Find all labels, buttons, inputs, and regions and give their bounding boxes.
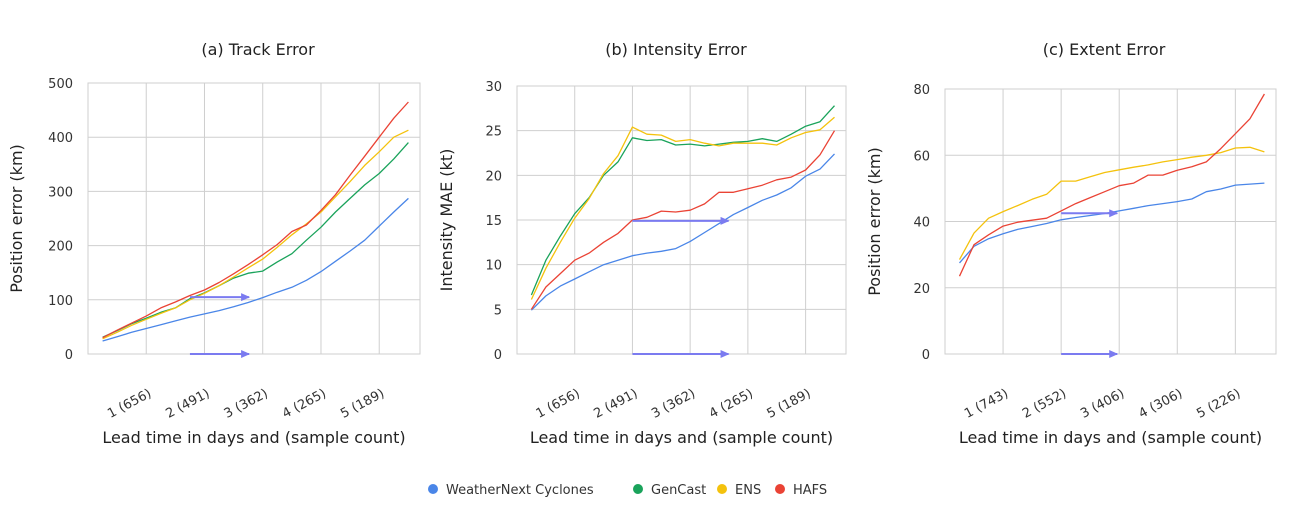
- legend-label: ENS: [735, 483, 761, 498]
- y-tick-label: 15: [485, 214, 502, 229]
- legend-swatch: [428, 484, 438, 494]
- chart-title: (c) Extent Error: [1043, 40, 1166, 59]
- y-tick-label: 0: [65, 348, 73, 363]
- x-axis-label: Lead time in days and (sample count): [959, 428, 1262, 447]
- y-tick-label: 5: [494, 303, 502, 318]
- x-tick-label: 1 (743): [962, 386, 1011, 421]
- y-tick-label: 20: [485, 169, 502, 184]
- plot-frame: [87, 82, 421, 355]
- x-tick-label: 2 (552): [1020, 386, 1069, 421]
- legend-label: WeatherNext Cyclones: [446, 483, 594, 498]
- x-tick-label: 2 (491): [591, 386, 640, 421]
- series-line-ens: [102, 129, 409, 340]
- y-axis-label: Position error (km): [865, 147, 884, 296]
- legend-swatch: [717, 484, 727, 494]
- y-axis-label: Intensity MAE (kt): [437, 149, 456, 292]
- legend-swatch: [633, 484, 643, 494]
- y-axis-label: Position error (km): [7, 144, 26, 293]
- x-tick-label: 4 (265): [707, 386, 756, 421]
- x-tick-label: 1 (656): [105, 386, 154, 421]
- chart-title: (a) Track Error: [201, 40, 315, 59]
- x-tick-label: 4 (306): [1136, 386, 1185, 421]
- legend-item-weathernext-cyclones: WeatherNext Cyclones: [428, 483, 594, 498]
- y-tick-label: 500: [48, 77, 73, 92]
- series-line-hafs: [958, 93, 1265, 277]
- x-tick-label: 5 (226): [1194, 386, 1243, 421]
- legend-label: HAFS: [793, 483, 827, 498]
- y-tick-label: 40: [913, 216, 930, 231]
- chart-panel-1: 0 100 200 300 400 500 1 (656) 2 (491) 3 (362) 4 (…: [7, 40, 421, 447]
- y-tick-label: 20: [913, 282, 930, 297]
- legend-item-ens: ENS: [717, 483, 761, 498]
- series-line-ens: [530, 116, 835, 300]
- y-tick-label: 30: [485, 80, 502, 95]
- y-tick-label: 60: [913, 149, 930, 164]
- series-line-gencast: [102, 142, 409, 338]
- x-tick-label: 5 (189): [338, 386, 387, 421]
- series-line-ens: [958, 146, 1265, 260]
- chart-panel-2: 0 5 10 15 20 25 30 1 (656) 2 (491) 3 (362) 4 (265)…: [437, 40, 847, 447]
- y-tick-label: 10: [485, 259, 502, 274]
- series-line-weathernext-cyclones: [530, 153, 835, 311]
- legend: WeatherNext Cyclones GenCast ENS HAFS: [428, 483, 827, 498]
- legend-label: GenCast: [651, 483, 706, 498]
- y-tick-label: 200: [48, 240, 73, 255]
- series-line-weathernext-cyclones: [102, 197, 409, 342]
- legend-item-hafs: HAFS: [775, 483, 827, 498]
- series-line-weathernext-cyclones: [959, 182, 1265, 264]
- legend-item-gencast: GenCast: [633, 483, 706, 498]
- x-tick-label: 3 (362): [222, 386, 271, 421]
- x-axis-label: Lead time in days and (sample count): [102, 428, 405, 447]
- y-tick-label: 80: [913, 83, 930, 98]
- series-line-hafs: [102, 101, 409, 339]
- chart-title: (b) Intensity Error: [605, 40, 747, 59]
- x-axis-label: Lead time in days and (sample count): [530, 428, 833, 447]
- chart-panel-3: 0 20 40 60 80 1 (743) 2 (552) 3 (406) 4 (306) 5 (…: [865, 40, 1277, 447]
- x-tick-label: 4 (265): [280, 386, 329, 421]
- y-tick-label: 0: [494, 348, 502, 363]
- y-tick-label: 25: [485, 125, 502, 140]
- legend-swatch: [775, 484, 785, 494]
- y-tick-label: 0: [922, 348, 930, 363]
- series-line-gencast: [530, 105, 835, 296]
- x-tick-label: 3 (406): [1078, 386, 1127, 421]
- x-tick-label: 1 (656): [534, 386, 583, 421]
- x-tick-label: 5 (189): [765, 386, 814, 421]
- x-tick-label: 2 (491): [163, 386, 212, 421]
- x-tick-label: 3 (362): [649, 386, 698, 421]
- y-tick-label: 300: [48, 185, 73, 200]
- y-tick-label: 100: [48, 294, 73, 309]
- series-line-hafs: [530, 130, 836, 310]
- y-tick-label: 400: [48, 131, 73, 146]
